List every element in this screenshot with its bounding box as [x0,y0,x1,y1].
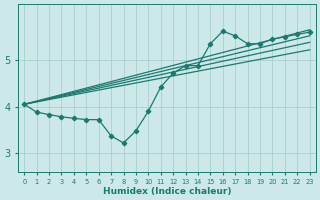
X-axis label: Humidex (Indice chaleur): Humidex (Indice chaleur) [103,187,231,196]
